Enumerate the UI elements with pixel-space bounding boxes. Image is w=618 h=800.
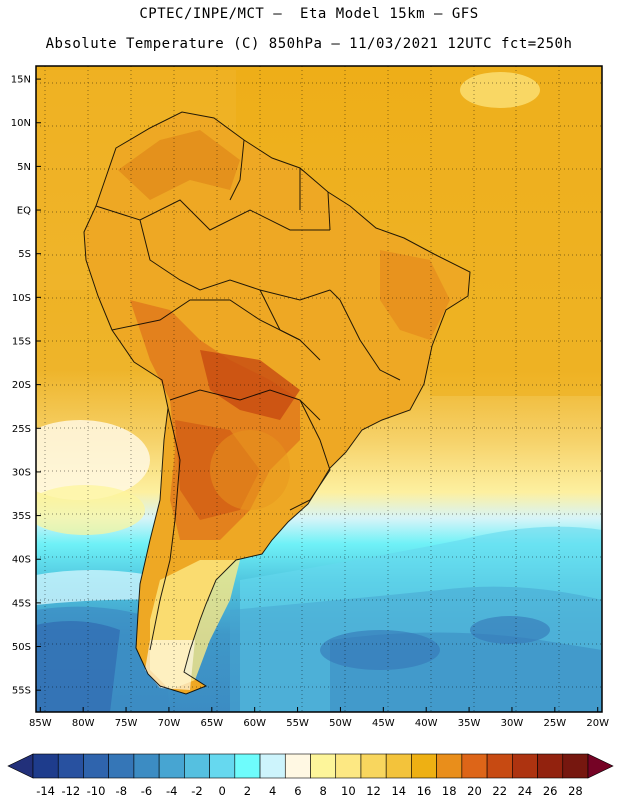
colorbar-label: 12 bbox=[366, 784, 381, 798]
colorbar-swatch bbox=[310, 753, 337, 779]
lat-label: 55S bbox=[12, 686, 31, 697]
lat-label: 20S bbox=[12, 380, 31, 391]
colorbar-swatch bbox=[83, 753, 109, 779]
lat-label: 30S bbox=[12, 467, 31, 478]
colorbar-label: -14 bbox=[36, 784, 55, 798]
chart-title: CPTEC/INPE/MCT — Eta Model 15km — GFS bbox=[139, 6, 479, 22]
lon-label: 55W bbox=[286, 718, 309, 729]
lat-label: EQ bbox=[17, 206, 31, 217]
lon-label: 70W bbox=[158, 718, 181, 729]
lon-label: 50W bbox=[329, 718, 352, 729]
colorbar-swatch bbox=[562, 753, 589, 779]
colorbar-swatch bbox=[436, 753, 463, 779]
colorbar-swatch bbox=[57, 753, 84, 779]
colorbar-label: 6 bbox=[294, 784, 301, 798]
colorbar-label: 10 bbox=[341, 784, 356, 798]
chart-subtitle: Absolute Temperature (C) 850hPa — 11/03/… bbox=[45, 36, 573, 52]
lat-label: 50S bbox=[12, 642, 31, 653]
colorbar-high-end bbox=[587, 753, 614, 779]
colorbar-label: 2 bbox=[244, 784, 251, 798]
lon-label: 80W bbox=[72, 718, 95, 729]
colorbar-label: -12 bbox=[61, 784, 80, 798]
colorbar-swatch bbox=[234, 753, 261, 779]
colorbar-label: -4 bbox=[166, 784, 177, 798]
lat-label: 45S bbox=[12, 598, 31, 609]
temperature-field bbox=[36, 66, 602, 712]
lat-label: 5N bbox=[17, 162, 31, 173]
lon-label: 35W bbox=[458, 718, 481, 729]
lat-label: 15S bbox=[12, 336, 31, 347]
lon-label: 65W bbox=[200, 718, 223, 729]
colorbar-swatch bbox=[108, 753, 135, 779]
colorbar-swatch bbox=[360, 753, 387, 779]
colorbar-swatch bbox=[385, 753, 412, 779]
lat-label: 5S bbox=[18, 249, 31, 260]
colorbar-swatch bbox=[512, 753, 538, 779]
lon-label: 20W bbox=[586, 718, 609, 729]
lat-label: 40S bbox=[12, 555, 31, 566]
colorbar-swatch bbox=[284, 753, 311, 779]
colorbar-swatch bbox=[461, 753, 488, 779]
colorbar-swatch bbox=[158, 753, 185, 779]
colorbar-label: 22 bbox=[492, 784, 507, 798]
colorbar-swatch bbox=[259, 753, 286, 779]
longitude-labels: 85W 80W 75W 70W 65W 60W 55W 50W 45W 40W 35W 30W 25W 2… bbox=[29, 707, 609, 729]
colorbar-label: 16 bbox=[417, 784, 432, 798]
colorbar-label: -10 bbox=[87, 784, 106, 798]
colorbar-label: -2 bbox=[191, 784, 202, 798]
colorbar-low-end bbox=[7, 753, 34, 779]
lat-label: 25S bbox=[12, 424, 31, 435]
colorbar-label: 0 bbox=[219, 784, 226, 798]
lat-label: 10N bbox=[11, 118, 31, 129]
lon-label: 45W bbox=[372, 718, 395, 729]
colorbar-label: 20 bbox=[467, 784, 482, 798]
colorbar-label: 28 bbox=[568, 784, 583, 798]
lon-label: 40W bbox=[415, 718, 438, 729]
lon-label: 75W bbox=[115, 718, 138, 729]
colorbar-swatch bbox=[411, 753, 437, 779]
colorbar-swatch bbox=[32, 753, 59, 779]
colorbar-swatch bbox=[335, 753, 362, 779]
colorbar-swatch bbox=[537, 753, 564, 779]
colorbar-label: -6 bbox=[141, 784, 152, 798]
lon-label: 85W bbox=[29, 718, 52, 729]
colorbar-label: 24 bbox=[518, 784, 533, 798]
colorbar-swatch bbox=[133, 753, 160, 779]
colorbar-label: -8 bbox=[116, 784, 127, 798]
lon-label: 30W bbox=[501, 718, 524, 729]
colorbar-label: 8 bbox=[319, 784, 326, 798]
map-frame bbox=[35, 65, 603, 713]
country-borders bbox=[83, 111, 471, 695]
colorbar-label: 14 bbox=[391, 784, 406, 798]
lat-label: 15N bbox=[11, 75, 31, 86]
colorbar-swatch bbox=[209, 753, 236, 779]
latitude-labels: 15N 10N 5N EQ 5S 10S 15S 20S 25S 30S 35S 40S 45S 50S 5… bbox=[11, 75, 41, 697]
colorbar-label: 18 bbox=[442, 784, 457, 798]
lat-label: 10S bbox=[12, 293, 31, 304]
colorbar-swatch bbox=[184, 753, 210, 779]
lat-label: 35S bbox=[12, 511, 31, 522]
colorbar-swatch bbox=[486, 753, 513, 779]
lon-label: 25W bbox=[544, 718, 567, 729]
colorbar-label: 26 bbox=[543, 784, 558, 798]
colorbar-label: 4 bbox=[269, 784, 276, 798]
lon-label: 60W bbox=[243, 718, 266, 729]
